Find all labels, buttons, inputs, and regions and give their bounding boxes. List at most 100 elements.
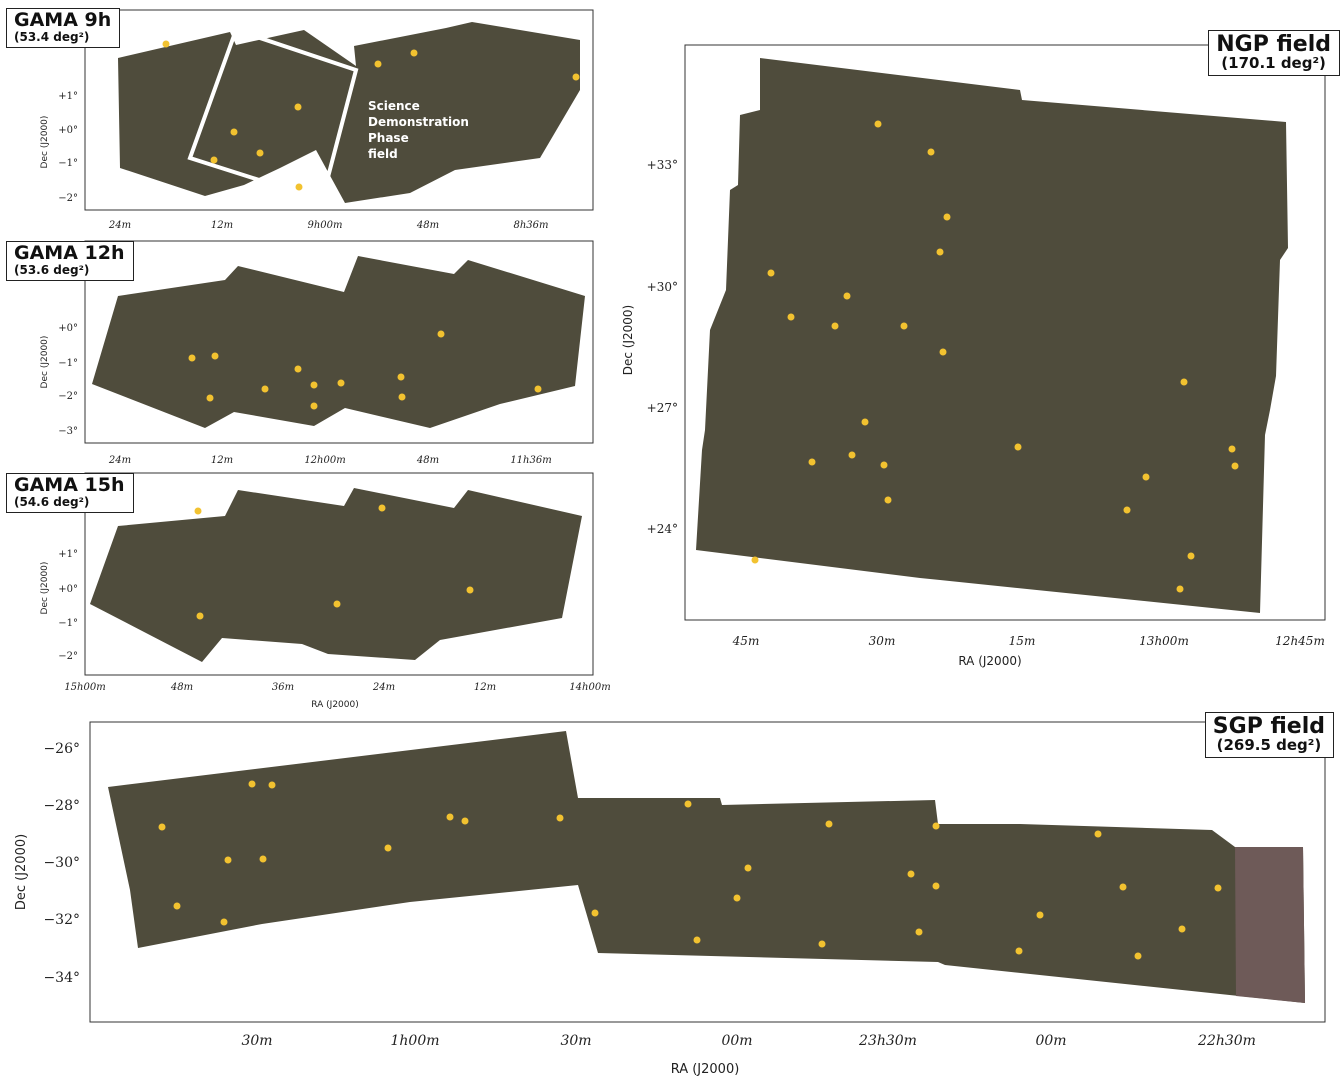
source-marker bbox=[936, 248, 944, 256]
source-marker bbox=[1231, 462, 1239, 470]
source-marker bbox=[939, 348, 947, 356]
ngp-axes-frame bbox=[684, 44, 1326, 621]
source-marker bbox=[437, 330, 445, 338]
source-marker bbox=[733, 894, 741, 902]
source-marker bbox=[1094, 830, 1102, 838]
x-tick-label: 23h30m bbox=[858, 1033, 917, 1049]
source-marker bbox=[410, 49, 418, 57]
source-marker bbox=[915, 928, 923, 936]
y-tick-label: −30° bbox=[43, 855, 80, 871]
gama15h-yticks: +1° +0° −1° −2° bbox=[58, 549, 78, 662]
source-marker bbox=[861, 418, 869, 426]
x-tick-label: 48m bbox=[170, 682, 193, 693]
gama9h-axes-frame bbox=[84, 9, 594, 211]
source-marker bbox=[693, 936, 701, 944]
y-tick-label: +0° bbox=[58, 125, 78, 136]
y-tick-label: −1° bbox=[58, 618, 78, 629]
y-axis-label: Dec (J2000) bbox=[40, 336, 50, 389]
gama9h-field-mosaic bbox=[118, 22, 580, 203]
source-marker bbox=[446, 813, 454, 821]
source-marker bbox=[831, 322, 839, 330]
source-marker bbox=[1142, 473, 1150, 481]
source-marker bbox=[874, 120, 882, 128]
gama9h-yticks: +1° +0° −1° −2° bbox=[58, 91, 78, 204]
y-tick-label: −1° bbox=[58, 358, 78, 369]
gama12h-panel: +0° −1° −2° −3° 24m 12m 12h00m 48m 11h36… bbox=[0, 236, 600, 468]
source-marker bbox=[397, 373, 405, 381]
gama15h-xticks: 15h00m 48m 36m 24m 12m 14h00m bbox=[64, 682, 610, 693]
x-tick-label: 45m bbox=[732, 634, 760, 648]
source-marker bbox=[1178, 925, 1186, 933]
y-axis-label: Dec (J2000) bbox=[14, 834, 29, 910]
ngp-label-box: NGP field (170.1 deg²) bbox=[1208, 30, 1340, 76]
gama9h-plot: Science Demonstration Phase field +1° +0… bbox=[40, 9, 594, 228]
gama9h-xticks: 24m 12m 9h00m 48m 8h36m bbox=[108, 220, 549, 228]
x-axis-label: RA (J2000) bbox=[958, 654, 1021, 668]
gama12h-plot: +0° −1° −2° −3° 24m 12m 12h00m 48m 11h36… bbox=[40, 240, 594, 466]
x-tick-label: 48m bbox=[416, 220, 439, 228]
panel-title: NGP field bbox=[1216, 32, 1331, 57]
y-tick-label: −26° bbox=[43, 741, 80, 757]
source-marker bbox=[534, 385, 542, 393]
ngp-plot: +33° +30° +27° +24° 45m 30m 15m 13h00m 1… bbox=[621, 44, 1326, 668]
x-tick-label: 15m bbox=[1009, 634, 1036, 648]
source-marker bbox=[173, 902, 181, 910]
source-marker bbox=[818, 940, 826, 948]
source-marker bbox=[932, 822, 940, 830]
x-tick-label: 24m bbox=[372, 682, 395, 693]
ngp-xticks: 45m 30m 15m 13h00m 12h45m bbox=[732, 634, 1325, 648]
source-marker bbox=[259, 855, 267, 863]
source-marker bbox=[333, 600, 341, 608]
y-tick-label: −2° bbox=[58, 193, 78, 204]
gama9h-panel: Science Demonstration Phase field +1° +0… bbox=[0, 0, 600, 228]
source-marker bbox=[848, 451, 856, 459]
x-tick-label: 12m bbox=[211, 220, 233, 228]
source-marker bbox=[261, 385, 269, 393]
y-tick-label: −34° bbox=[43, 970, 80, 986]
source-marker bbox=[194, 507, 202, 515]
ngp-yticks: +33° +30° +27° +24° bbox=[647, 158, 678, 536]
source-marker bbox=[294, 365, 302, 373]
gama15h-field-mosaic bbox=[90, 488, 582, 662]
source-marker bbox=[1214, 884, 1222, 892]
source-marker bbox=[461, 817, 469, 825]
x-tick-label: 30m bbox=[869, 634, 896, 648]
source-marker bbox=[744, 864, 752, 872]
annotation-line: Demonstration bbox=[368, 115, 469, 129]
gama12h-xticks: 24m 12m 12h00m 48m 11h36m bbox=[108, 455, 552, 466]
gama12h-sources bbox=[188, 330, 542, 410]
y-tick-label: +0° bbox=[58, 323, 78, 334]
sgp-yticks: −26° −28° −30° −32° −34° bbox=[43, 741, 80, 986]
source-marker bbox=[1123, 506, 1131, 514]
source-marker bbox=[256, 149, 264, 157]
source-marker bbox=[932, 882, 940, 890]
gama15h-sources bbox=[194, 504, 474, 620]
annotation-line: Phase bbox=[368, 131, 409, 145]
x-tick-label: 30m bbox=[241, 1033, 272, 1049]
y-tick-label: +1° bbox=[58, 549, 78, 560]
y-tick-label: +24° bbox=[647, 522, 678, 536]
ngp-field-mosaic bbox=[696, 58, 1288, 613]
source-marker bbox=[927, 148, 935, 156]
y-axis-label: Dec (J2000) bbox=[40, 116, 50, 169]
panel-area: (170.1 deg²) bbox=[1221, 54, 1326, 73]
gama9h-label-box: GAMA 9h (53.4 deg²) bbox=[6, 8, 121, 48]
x-tick-label: 14h00m bbox=[569, 682, 610, 693]
annotation-line: Science bbox=[368, 99, 420, 113]
source-marker bbox=[907, 870, 915, 878]
source-marker bbox=[188, 354, 196, 362]
source-marker bbox=[1134, 952, 1142, 960]
source-marker bbox=[808, 458, 816, 466]
sgp-panel: −26° −28° −30° −32° −34° 30m 1h00m 30m 0… bbox=[0, 700, 1342, 1080]
source-marker bbox=[162, 40, 170, 48]
panel-area: (53.4 deg²) bbox=[14, 29, 90, 44]
gama9h-sources bbox=[162, 40, 580, 191]
gama9h-annotation: Science Demonstration Phase field bbox=[368, 99, 469, 161]
panel-title: GAMA 12h bbox=[14, 242, 125, 264]
source-marker bbox=[884, 496, 892, 504]
x-tick-label: 00m bbox=[1035, 1033, 1066, 1049]
y-tick-label: +0° bbox=[58, 584, 78, 595]
source-marker bbox=[843, 292, 851, 300]
source-marker bbox=[230, 128, 238, 136]
sgp-xticks: 30m 1h00m 30m 00m 23h30m 00m 22h30m bbox=[241, 1033, 1256, 1049]
